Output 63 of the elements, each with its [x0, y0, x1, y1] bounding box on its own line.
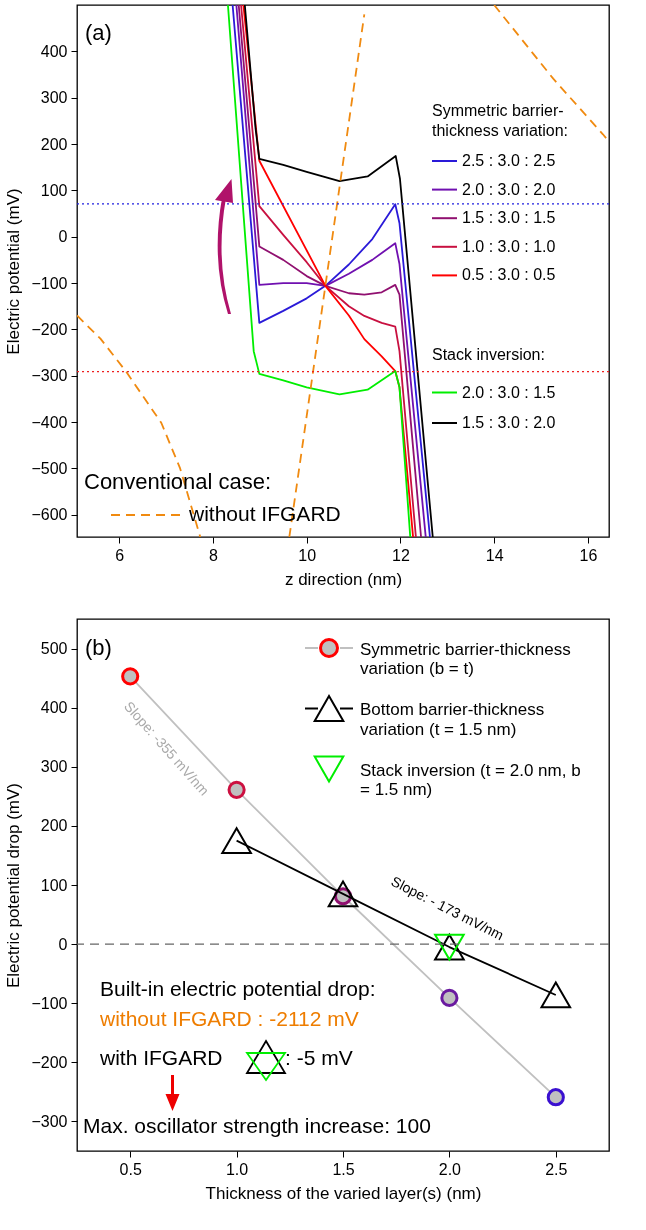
y-tick-label: 400: [40, 42, 68, 60]
x-tick-label: 1.5: [332, 1160, 355, 1178]
x-tick-label: 14: [485, 546, 504, 564]
legend-label: 0.5 : 3.0 : 0.5: [462, 266, 556, 284]
legend-label: 2.0 : 3.0 : 2.0: [462, 180, 556, 198]
y-tick-label: 100: [40, 181, 68, 199]
y-tick-label: −500: [31, 459, 68, 477]
annotation: (a): [85, 20, 112, 45]
y-tick-label: −400: [31, 413, 68, 431]
y-tick-label: 0: [58, 935, 68, 953]
legend-label: Symmetric barrier-thickness variation (b = t): [360, 639, 571, 678]
x-axis-title: Thickness of the varied layer(s) (nm): [205, 1183, 482, 1203]
legend-label: 1.0 : 3.0 : 1.0: [462, 237, 556, 255]
x-axis-title: z direction (nm): [284, 569, 403, 589]
legend-label: 1.5 : 3.0 : 1.5: [462, 209, 556, 227]
y-tick-label: −600: [31, 506, 68, 524]
x-tick-label: 10: [298, 546, 317, 564]
y-tick-label: 200: [40, 135, 68, 153]
x-tick-label: 2.5: [545, 1160, 568, 1178]
y-tick-label: −100: [31, 994, 68, 1012]
point: [540, 981, 572, 1009]
y-axis-title: Electric potential (mV): [4, 188, 24, 355]
y-tick-label: 300: [40, 758, 68, 776]
point: [221, 827, 252, 855]
legend-label: without IFGARD: [188, 502, 341, 525]
y-tick-label: −200: [31, 320, 68, 338]
point: [121, 667, 140, 686]
x-tick-label: 16: [579, 546, 598, 564]
annotation: (b): [85, 635, 112, 660]
annotation: Built-in electric potential drop:: [100, 977, 376, 1000]
legend-label: 2.0 : 3.0 : 1.5: [462, 383, 556, 401]
legend-label: 1.5 : 3.0 : 2.0: [462, 414, 556, 431]
x-tick-label: 8: [208, 546, 218, 564]
legend-label: 2.5 : 3.0 : 2.5: [462, 152, 556, 169]
annotation: : -5 mV: [285, 1046, 353, 1069]
y-tick-label: −300: [31, 1112, 68, 1130]
point: [440, 988, 459, 1007]
y-tick-label: −300: [31, 367, 68, 385]
y-axis-title: Electric potential drop (mV): [4, 782, 24, 989]
y-tick-label: −100: [31, 274, 68, 292]
annotation: Conventional case:: [84, 469, 272, 494]
y-tick-label: −200: [31, 1053, 68, 1071]
x-tick-label: 2.0: [438, 1160, 462, 1178]
y-tick-label: 500: [40, 640, 68, 658]
annotation: with IFGARD: [99, 1046, 223, 1069]
legend-label: Bottom barrier-thickness variation (t = 1.5 nm): [360, 700, 545, 739]
annotation: Max. oscillator strength increase: 100: [83, 1114, 431, 1137]
y-tick-label: 0: [58, 228, 68, 246]
point: [546, 1088, 565, 1107]
annotation: Stack inversion:: [432, 346, 545, 363]
y-tick-label: 200: [40, 817, 68, 835]
annotation: without IFGARD : -2112 mV: [99, 1007, 359, 1030]
point: [227, 780, 246, 799]
y-tick-label: 300: [40, 89, 68, 107]
legend-label: Stack inversion (t = 2.0 nm, b = 1.5 nm): [360, 760, 581, 799]
x-tick-label: 6: [115, 546, 125, 564]
y-tick-label: 400: [40, 699, 68, 717]
x-tick-label: 0.5: [119, 1160, 142, 1178]
x-tick-label: 1.0: [225, 1160, 249, 1178]
point: [327, 880, 359, 908]
legend-title: Symmetric barrier-thickness variation:: [432, 102, 569, 139]
x-tick-label: 12: [392, 546, 410, 564]
y-tick-label: 100: [40, 876, 68, 894]
